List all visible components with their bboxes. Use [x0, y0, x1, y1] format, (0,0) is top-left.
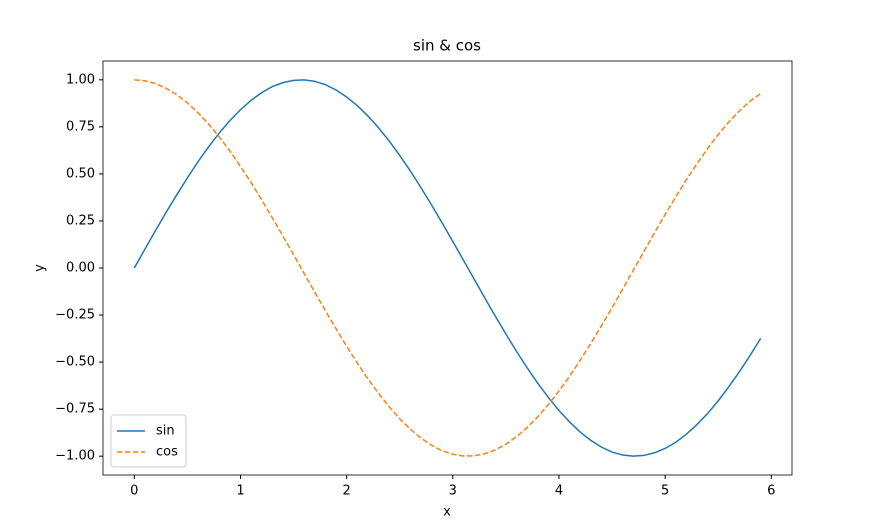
series-line [133, 79, 762, 457]
series-line [134, 79, 762, 457]
y-axis-label: y [33, 264, 48, 272]
y-tick-label: −0.25 [55, 308, 95, 323]
plot-frame [102, 60, 793, 476]
y-tick-label: 0.75 [66, 119, 95, 134]
legend-box [110, 414, 187, 468]
y-tick-label: 0.50 [66, 166, 95, 181]
chart-title: sin & cos [413, 37, 481, 55]
x-tick-label: 3 [449, 484, 457, 499]
y-tick-label: 0.25 [66, 213, 95, 228]
legend-label: sin [156, 424, 175, 439]
y-tick-label: −1.00 [55, 449, 95, 464]
y-tick-label: −0.50 [55, 355, 95, 370]
x-tick-label: 6 [767, 484, 775, 499]
x-tick-label: 1 [236, 484, 244, 499]
x-tick-label: 5 [661, 484, 669, 499]
legend-label: cos [156, 445, 178, 460]
x-tick-label: 0 [130, 484, 138, 499]
y-tick-label: 0.00 [66, 261, 95, 276]
y-tick-label: −0.75 [55, 402, 95, 417]
x-tick-label: 2 [343, 484, 351, 499]
y-tick-label: 1.00 [66, 72, 95, 87]
x-axis-label: x [443, 505, 451, 520]
x-tick-label: 4 [555, 484, 563, 499]
